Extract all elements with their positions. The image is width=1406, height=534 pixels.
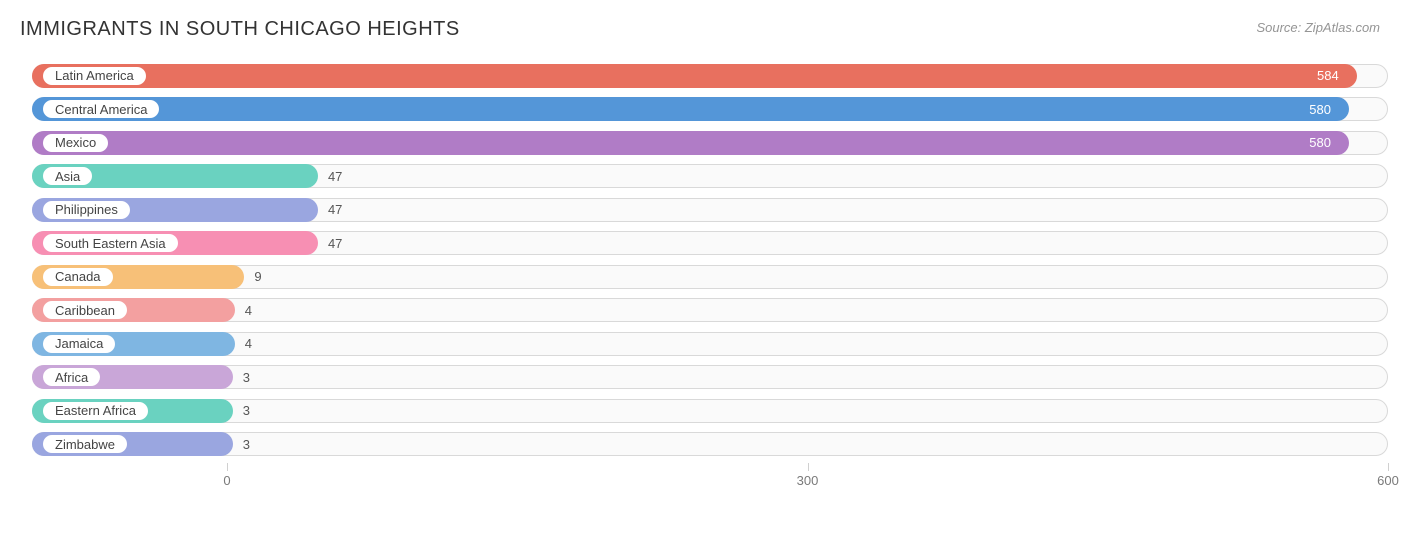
value-label: 47 (328, 202, 342, 217)
bar-track (32, 365, 1388, 389)
axis-tick (1388, 463, 1389, 471)
chart-title: IMMIGRANTS IN SOUTH CHICAGO HEIGHTS (20, 18, 1388, 41)
bar-track (32, 399, 1388, 423)
category-pill: Zimbabwe (42, 434, 128, 454)
category-pill: Jamaica (42, 334, 116, 354)
category-pill: Central America (42, 99, 160, 119)
axis-tick-label: 600 (1377, 473, 1399, 488)
source-attribution: Source: ZipAtlas.com (1256, 20, 1380, 35)
bar-track (32, 298, 1388, 322)
bar-row: Asia 47 (18, 160, 1388, 194)
bar-row: Canada 9 (18, 260, 1388, 294)
value-label: 584 (1317, 68, 1339, 83)
bar-track (32, 332, 1388, 356)
value-label: 580 (1309, 102, 1331, 117)
value-label: 3 (243, 370, 250, 385)
value-label: 3 (243, 437, 250, 452)
bar-row: South Eastern Asia 47 (18, 227, 1388, 261)
chart-container: IMMIGRANTS IN SOUTH CHICAGO HEIGHTS Sour… (0, 0, 1406, 534)
bar-fill (32, 97, 1349, 121)
bar-row: Mexico 580 (18, 126, 1388, 160)
value-label: 3 (243, 403, 250, 418)
value-label: 47 (328, 236, 342, 251)
value-label: 580 (1309, 135, 1331, 150)
category-pill: Asia (42, 166, 93, 186)
category-pill: Caribbean (42, 300, 128, 320)
value-label: 4 (245, 336, 252, 351)
x-axis: 0300600 (18, 463, 1388, 493)
axis-tick-label: 300 (797, 473, 819, 488)
category-pill: Mexico (42, 133, 109, 153)
category-pill: Eastern Africa (42, 401, 149, 421)
bar-row: Latin America 584 (18, 59, 1388, 93)
bar-fill (32, 131, 1349, 155)
bar-row: Africa 3 (18, 361, 1388, 395)
value-label: 47 (328, 169, 342, 184)
bar-row: Jamaica 4 (18, 327, 1388, 361)
bar-row: Zimbabwe 3 (18, 428, 1388, 462)
value-label: 9 (254, 269, 261, 284)
axis-tick-label: 0 (223, 473, 230, 488)
bar-row: Central America 580 (18, 93, 1388, 127)
category-pill: Philippines (42, 200, 131, 220)
chart-plot-area: Latin America584Central America580Mexico… (18, 59, 1388, 493)
axis-tick (808, 463, 809, 471)
value-label: 4 (245, 303, 252, 318)
bar-row: Eastern Africa 3 (18, 394, 1388, 428)
category-pill: South Eastern Asia (42, 233, 179, 253)
category-pill: Africa (42, 367, 101, 387)
bar-fill (32, 64, 1357, 88)
bar-track (32, 432, 1388, 456)
axis-tick (227, 463, 228, 471)
bar-row: Caribbean 4 (18, 294, 1388, 328)
category-pill: Canada (42, 267, 114, 287)
category-pill: Latin America (42, 66, 147, 86)
bar-row: Philippines 47 (18, 193, 1388, 227)
